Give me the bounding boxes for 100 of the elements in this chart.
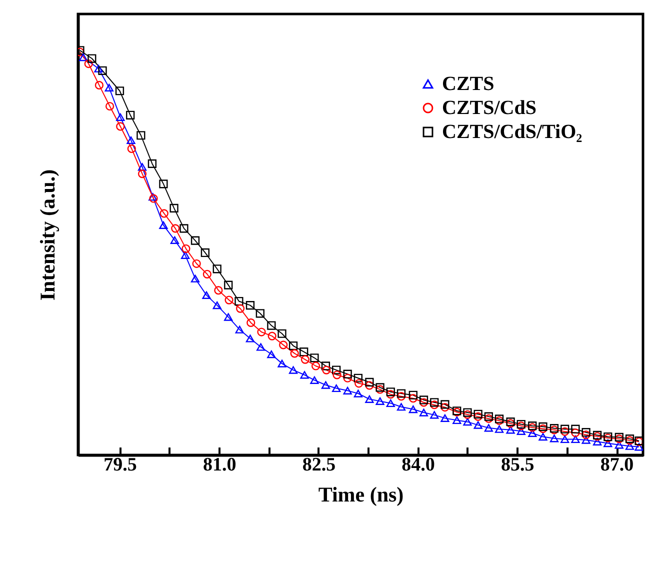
point bbox=[354, 390, 362, 398]
point bbox=[440, 400, 450, 409]
point bbox=[224, 280, 233, 290]
point bbox=[419, 398, 428, 407]
point bbox=[474, 412, 482, 421]
point bbox=[592, 438, 602, 446]
point bbox=[192, 259, 201, 268]
point bbox=[430, 398, 439, 407]
point bbox=[310, 354, 319, 362]
point bbox=[396, 389, 406, 398]
point bbox=[170, 236, 180, 244]
point bbox=[365, 381, 374, 390]
point bbox=[116, 113, 125, 121]
point bbox=[268, 332, 276, 340]
point bbox=[440, 402, 450, 412]
point bbox=[159, 180, 168, 188]
point bbox=[288, 366, 298, 374]
point bbox=[126, 136, 136, 144]
point bbox=[246, 318, 256, 327]
legend-label: CZTS/CdS/TiO₂ bbox=[442, 121, 582, 143]
point bbox=[159, 221, 168, 230]
point bbox=[408, 390, 418, 400]
point bbox=[430, 411, 439, 419]
point bbox=[278, 360, 286, 368]
point bbox=[625, 442, 634, 450]
point bbox=[550, 434, 559, 442]
point bbox=[365, 378, 374, 386]
point bbox=[538, 424, 548, 434]
point bbox=[310, 376, 319, 384]
point bbox=[571, 424, 580, 434]
point bbox=[256, 309, 264, 318]
point bbox=[463, 418, 472, 426]
point bbox=[354, 379, 364, 388]
point bbox=[212, 264, 222, 274]
point bbox=[256, 343, 266, 351]
point bbox=[440, 414, 450, 422]
point bbox=[115, 86, 124, 96]
point bbox=[321, 362, 330, 370]
point bbox=[484, 424, 493, 432]
x-tick-label: 82.5 bbox=[302, 454, 336, 476]
point bbox=[408, 405, 418, 414]
point bbox=[234, 296, 244, 306]
point bbox=[343, 370, 352, 378]
y-axis-title: Intensity (a.u.) bbox=[36, 169, 60, 301]
point bbox=[212, 301, 222, 310]
point bbox=[560, 435, 570, 444]
point bbox=[332, 384, 341, 392]
point bbox=[571, 428, 580, 438]
x-tick-label: 79.5 bbox=[104, 454, 137, 476]
point bbox=[88, 54, 96, 63]
point bbox=[290, 349, 299, 358]
point bbox=[246, 300, 255, 310]
point bbox=[84, 59, 93, 68]
point bbox=[160, 209, 168, 218]
point bbox=[494, 425, 504, 433]
point bbox=[408, 394, 418, 403]
point bbox=[582, 436, 590, 444]
point bbox=[506, 426, 515, 434]
point bbox=[300, 355, 310, 364]
point bbox=[571, 435, 580, 444]
legend-label: CZTS bbox=[442, 73, 494, 95]
x-axis-title: Time (ns) bbox=[318, 482, 404, 506]
point bbox=[452, 416, 462, 424]
point bbox=[614, 441, 624, 449]
point bbox=[278, 329, 286, 338]
point bbox=[419, 396, 428, 404]
point bbox=[105, 102, 114, 111]
point bbox=[138, 163, 147, 171]
point bbox=[582, 428, 590, 437]
legend-label: CZTS/CdS bbox=[442, 97, 536, 119]
point bbox=[170, 204, 178, 213]
point bbox=[127, 144, 136, 154]
point bbox=[332, 370, 342, 380]
point bbox=[332, 366, 341, 374]
point bbox=[321, 381, 330, 389]
point bbox=[171, 224, 180, 233]
point bbox=[288, 341, 298, 350]
point bbox=[148, 159, 156, 168]
point bbox=[182, 244, 190, 253]
point bbox=[560, 427, 570, 436]
point bbox=[430, 400, 439, 410]
point bbox=[279, 340, 288, 350]
point bbox=[236, 304, 245, 313]
point bbox=[528, 429, 537, 437]
point bbox=[190, 274, 200, 282]
point bbox=[94, 64, 103, 72]
point bbox=[516, 427, 526, 435]
point bbox=[365, 395, 374, 403]
point bbox=[538, 432, 548, 441]
point bbox=[94, 80, 104, 90]
point bbox=[343, 386, 352, 394]
point bbox=[560, 424, 570, 434]
point bbox=[214, 286, 223, 295]
point bbox=[419, 408, 428, 416]
point bbox=[267, 350, 276, 358]
x-tick-label: 84.0 bbox=[402, 454, 435, 476]
point bbox=[343, 374, 352, 382]
point bbox=[202, 270, 212, 278]
point bbox=[98, 66, 107, 75]
point bbox=[104, 84, 114, 92]
